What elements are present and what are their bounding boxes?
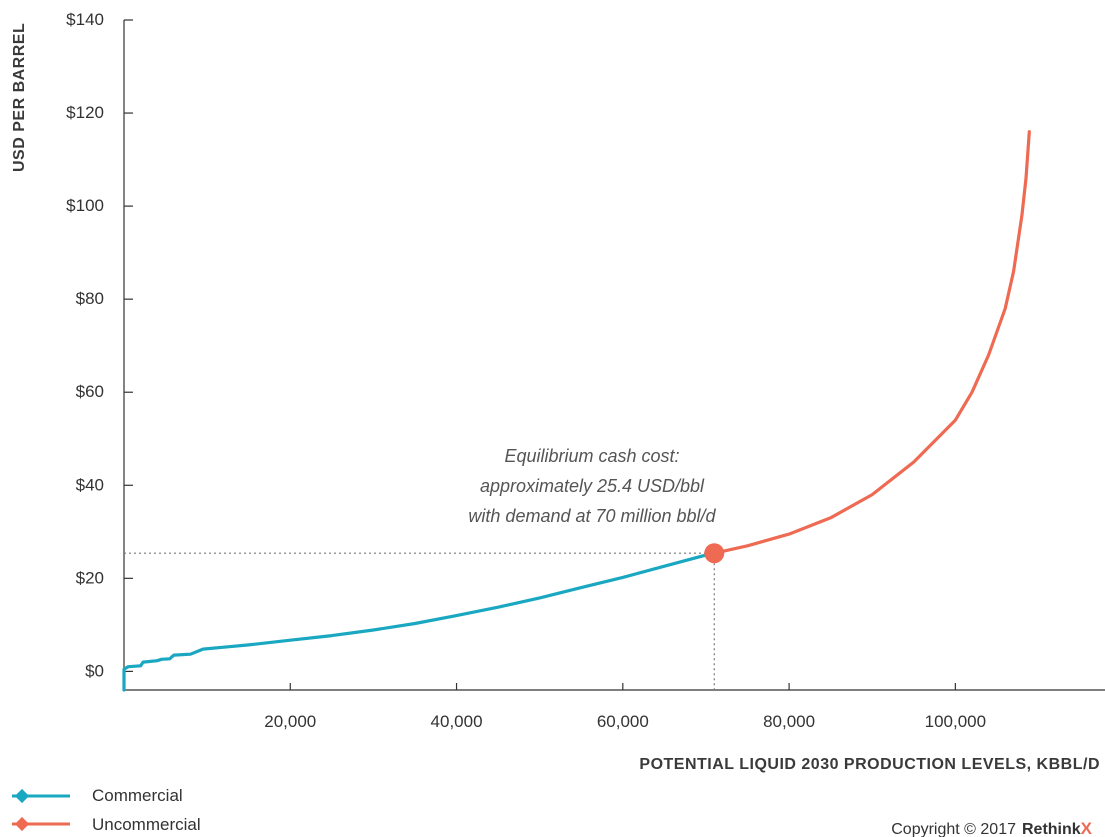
x-tick-label: 40,000 bbox=[431, 712, 483, 731]
x-tick-label: 100,000 bbox=[925, 712, 986, 731]
brand-name: Rethink bbox=[1022, 821, 1081, 837]
y-tick-label: $0 bbox=[85, 661, 104, 680]
copyright-text: Copyright © 2017 bbox=[891, 821, 1016, 837]
x-axis-title: POTENTIAL LIQUID 2030 PRODUCTION LEVELS,… bbox=[639, 756, 1100, 773]
annotation-line-3: with demand at 70 million bbl/d bbox=[468, 506, 716, 526]
y-tick-label: $60 bbox=[76, 382, 104, 401]
legend-label-commercial: Commercial bbox=[92, 786, 183, 805]
legend-diamond-commercial bbox=[14, 788, 30, 804]
equilibrium-point-marker bbox=[704, 543, 725, 564]
x-tick-label: 60,000 bbox=[597, 712, 649, 731]
equilibrium-marker-layer bbox=[704, 543, 725, 564]
series-line-commercial bbox=[122, 551, 716, 692]
legend-diamond-uncommercial bbox=[14, 816, 30, 832]
x-tick-label: 20,000 bbox=[264, 712, 316, 731]
brand-mark: X bbox=[1081, 819, 1093, 837]
y-tick-label: $100 bbox=[66, 196, 104, 215]
y-tick-label: $120 bbox=[66, 103, 104, 122]
legend-label-uncommercial: Uncommercial bbox=[92, 815, 201, 834]
y-tick-label: $40 bbox=[76, 475, 104, 494]
tick-labels: $0 $20 $40 $60 $80 $100 $120 $140 20,000 40,000 60… bbox=[66, 10, 986, 731]
annotation-line-1: Equilibrium cash cost: bbox=[504, 446, 679, 466]
copyright-notice: Copyright © 2017 RethinkX bbox=[891, 819, 1092, 837]
legend-item-commercial: Commercial bbox=[12, 786, 183, 805]
series-line-uncommercial bbox=[712, 130, 1031, 555]
x-tick-label: 80,000 bbox=[763, 712, 815, 731]
equilibrium-reference-lines bbox=[124, 552, 715, 690]
annotation-line-2: approximately 25.4 USD/bbl bbox=[480, 476, 705, 496]
y-tick-label: $80 bbox=[76, 289, 104, 308]
y-axis-title: USD PER BARREL bbox=[11, 23, 28, 172]
y-tick-label: $20 bbox=[76, 568, 104, 587]
y-tick-label: $140 bbox=[66, 10, 104, 29]
axes bbox=[123, 19, 1105, 691]
legend-item-uncommercial: Uncommercial bbox=[12, 815, 201, 834]
legend: Commercial Uncommercial bbox=[12, 786, 201, 834]
brand-logo: RethinkX bbox=[1022, 819, 1093, 837]
series-lines bbox=[122, 130, 1031, 692]
